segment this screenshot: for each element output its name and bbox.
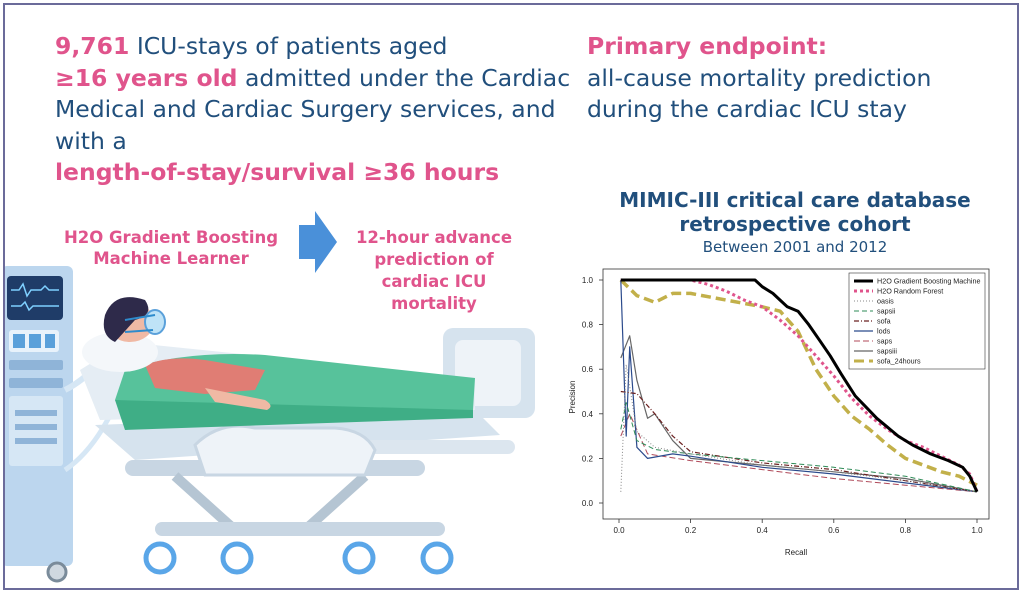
y-tick-label: 0.4 bbox=[582, 410, 594, 419]
endpoint-text: all-cause mortality prediction during th… bbox=[587, 63, 932, 124]
legend-label: sofa_24hours bbox=[877, 357, 921, 366]
series-line-sofa-24hours bbox=[619, 278, 978, 487]
monitor-screen bbox=[7, 276, 63, 320]
series-line-h2o-random-forest bbox=[620, 278, 979, 493]
cohort-count: 9,761 bbox=[55, 32, 130, 60]
prediction-label: 12-hour advance prediction of cardiac IC… bbox=[355, 228, 513, 313]
series-line-saps bbox=[620, 413, 978, 493]
model-label: H2O Gradient Boosting Machine Learner bbox=[63, 228, 279, 268]
legend-label: lods bbox=[877, 327, 891, 336]
legend-label: sapsii bbox=[877, 307, 896, 316]
cohort-text-1: ICU-stays of patients aged bbox=[129, 32, 448, 60]
precision-recall-chart: 0.0 0.2 0.4 0.6 0.8 1.0 0.0 0.2 0.4 0.6 0.8 1.0 Re… bbox=[568, 268, 990, 557]
legend-label: saps bbox=[877, 337, 893, 346]
x-tick-label: 0.2 bbox=[685, 526, 697, 535]
x-tick-label: 0.0 bbox=[613, 526, 625, 535]
right-arrow-icon bbox=[299, 211, 337, 273]
cohort-age: ≥16 years old bbox=[55, 63, 238, 92]
wheel bbox=[342, 541, 376, 575]
series-line-lods bbox=[620, 279, 978, 493]
series-line-oasis bbox=[620, 364, 978, 493]
y-axis-label: Precision bbox=[568, 381, 577, 414]
x-tick-label: 1.0 bbox=[971, 526, 983, 535]
x-axis-label: Recall bbox=[785, 548, 807, 557]
endpoint-title: Primary endpoint: bbox=[587, 32, 828, 60]
cohort-text-2: admitted under the Cardiac Medical and C… bbox=[55, 63, 571, 155]
x-tick-label: 0.6 bbox=[828, 526, 840, 535]
y-tick-label: 0.0 bbox=[582, 499, 594, 508]
cohort-length-of-stay: length-of-stay/survival ≥36 hours bbox=[55, 158, 500, 186]
series-line-sapsiii bbox=[620, 335, 978, 493]
legend-label: H2O Random Forest bbox=[877, 287, 943, 296]
wheel bbox=[420, 541, 454, 575]
legend-label: oasis bbox=[877, 297, 894, 306]
y-tick-label: 0.6 bbox=[582, 365, 594, 374]
series-line-h2o-gradient-boosting-machine bbox=[620, 278, 979, 493]
icu-patient-bed-illustration bbox=[5, 266, 535, 583]
wheel bbox=[143, 541, 177, 575]
y-tick-label: 0.8 bbox=[582, 321, 594, 330]
y-tick-label: 0.2 bbox=[582, 454, 594, 463]
infographic: 9,761 ICU-stays of patients aged ≥16 yea… bbox=[3, 3, 1019, 590]
database-subtitle: Between 2001 and 2012 bbox=[702, 238, 888, 256]
endpoint-block: Primary endpoint: all-cause mortality pr… bbox=[587, 31, 1007, 126]
database-title: MIMIC-III critical care database retrosp… bbox=[619, 188, 971, 236]
y-tick-label: 1.0 bbox=[582, 276, 594, 285]
legend-label: sapsiii bbox=[877, 347, 897, 356]
x-tick-label: 0.8 bbox=[900, 526, 912, 535]
x-tick-label: 0.4 bbox=[757, 526, 769, 535]
cohort-description: 9,761 ICU-stays of patients aged ≥16 yea… bbox=[55, 31, 575, 189]
wheel bbox=[220, 541, 254, 575]
legend-label: sofa bbox=[877, 317, 891, 326]
legend-label: H2O Gradient Boosting Machine bbox=[877, 277, 980, 286]
